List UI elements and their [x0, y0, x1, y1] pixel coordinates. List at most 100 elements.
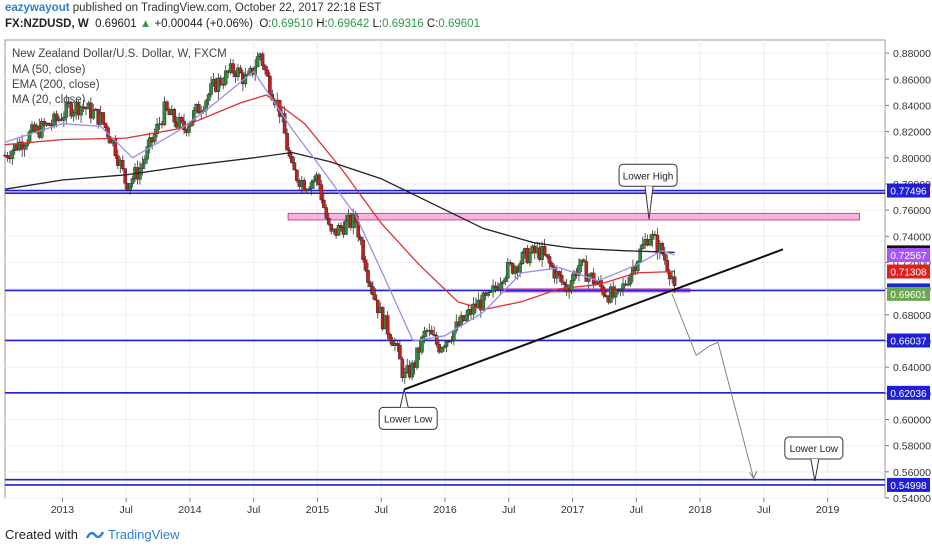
candle-body — [550, 263, 554, 268]
support-resistance-lines — [5, 189, 885, 486]
candle-body — [221, 83, 226, 86]
candle-body — [140, 163, 145, 169]
candle-body — [172, 109, 177, 123]
candle-body — [638, 248, 643, 262]
x-tick-label: Jul — [757, 504, 770, 516]
candle-body — [400, 358, 405, 378]
candle-body — [260, 53, 265, 66]
candle-body — [339, 225, 343, 228]
candle-body — [282, 113, 287, 134]
candle-body — [5, 155, 10, 159]
annotations: Lower High Lower Low Lower Low — [378, 163, 844, 482]
candle-body — [209, 83, 213, 95]
legend-ema200[interactable]: EMA (200, close) — [12, 79, 100, 91]
last-price: 0.69601 — [95, 18, 137, 30]
callout-pointer — [399, 389, 409, 408]
grid — [4, 39, 886, 499]
callout: Lower Low — [784, 436, 844, 482]
candle-body — [449, 340, 454, 342]
callout-pointer — [810, 458, 820, 482]
callout: Lower High — [618, 163, 678, 220]
candle-body — [653, 234, 657, 236]
candle-body — [319, 184, 324, 201]
y-tick-label: 0.86000 — [893, 74, 931, 86]
price-tag-text: 0.72567 — [890, 251, 927, 262]
candle-body — [152, 133, 157, 143]
candle-body — [187, 125, 191, 133]
projection-arrow — [695, 345, 710, 356]
candle-body — [584, 261, 589, 282]
candle-body — [10, 150, 15, 160]
trendline — [403, 248, 784, 391]
candle-body — [373, 294, 378, 301]
price-tag-text: 0.77496 — [890, 187, 927, 198]
legend-ma20[interactable]: MA (20, close) — [12, 94, 86, 106]
candle-body — [567, 290, 571, 292]
legend-ma50[interactable]: MA (50, close) — [12, 64, 86, 76]
candle-body — [542, 246, 547, 255]
candle-body — [20, 141, 24, 150]
candle-body — [402, 371, 407, 378]
candle-body — [155, 123, 159, 135]
candle-body — [103, 122, 108, 128]
candle-body — [562, 281, 566, 285]
y-tick-label: 0.58000 — [893, 441, 931, 453]
candle-body — [604, 294, 608, 297]
candle-body — [439, 347, 444, 353]
candle-body — [165, 101, 169, 110]
price-tag — [887, 183, 930, 198]
candle-body — [594, 282, 598, 285]
candle-body — [366, 270, 370, 283]
pink-zone — [287, 212, 860, 221]
candle-body — [491, 285, 495, 292]
candle-body — [101, 112, 105, 124]
candle-body — [579, 259, 584, 266]
candle-body — [635, 261, 640, 272]
candle-body — [471, 303, 476, 315]
candle-body — [91, 110, 96, 119]
candle-body — [464, 314, 468, 322]
candle-body — [371, 286, 375, 296]
y-tick-label: 0.54000 — [893, 493, 931, 505]
price-change: +0.00044 (+0.06%) — [154, 18, 253, 30]
high-value: 0.69642 — [327, 18, 370, 30]
y-tick-label: 0.68000 — [893, 310, 931, 322]
candle-body — [64, 101, 69, 118]
publish-line: eazywayout published on TradingView.com,… — [5, 2, 381, 14]
tradingview-brand[interactable]: TradingView — [85, 527, 180, 542]
price-labels: 0.774960.727700.725670.713080.698630.696… — [887, 183, 930, 492]
author-link[interactable]: eazywayout — [5, 2, 70, 14]
candle-body — [505, 262, 510, 279]
projection-arrow — [671, 293, 697, 356]
candle-body — [582, 259, 586, 262]
candle-body — [62, 117, 66, 121]
candle-body — [177, 117, 181, 128]
candle-body — [601, 286, 606, 296]
candle-body — [295, 169, 299, 181]
candle-body — [559, 275, 564, 283]
arrowhead-icon — [749, 471, 758, 480]
y-tick-label: 0.76000 — [893, 205, 931, 217]
candle-body — [375, 299, 380, 314]
candle-body — [368, 282, 373, 287]
symbol-label: FX:NZDUSD, W — [5, 18, 89, 30]
price-tag-text: 0.66037 — [890, 336, 927, 347]
candle-body — [398, 344, 402, 360]
candle-body — [648, 239, 652, 246]
candle-body — [420, 336, 424, 353]
candle-body — [302, 180, 307, 192]
candle-body — [547, 256, 552, 264]
candle-body — [640, 243, 645, 250]
created-with-text: Created with — [5, 527, 78, 542]
low-label: L: — [372, 18, 383, 30]
candle-body — [324, 207, 329, 219]
candle-body — [179, 117, 184, 122]
candle-body — [47, 122, 51, 126]
candle-body — [618, 288, 623, 291]
candle-body — [665, 259, 670, 272]
y-tick-label: 0.64000 — [893, 362, 931, 374]
candle-body — [508, 262, 513, 264]
candle-body — [569, 280, 574, 291]
candle-body — [196, 104, 201, 114]
